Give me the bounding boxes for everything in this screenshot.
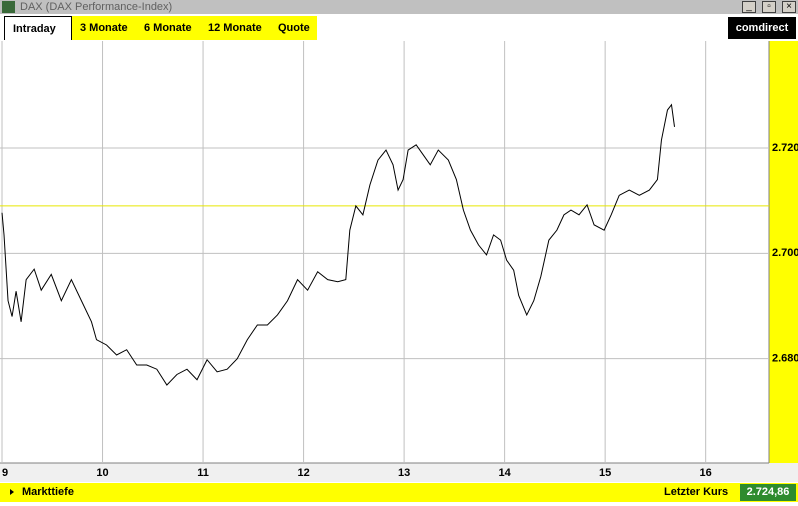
x-tick-label: 9 — [2, 467, 8, 479]
plot-area — [0, 41, 769, 463]
price-line — [1, 103, 676, 386]
window-title: DAX (DAX Performance-Index) — [20, 1, 173, 13]
minimize-button[interactable]: _ — [742, 1, 756, 13]
tab[interactable]: 12 Monate — [200, 16, 270, 40]
close-button[interactable]: × — [782, 1, 796, 13]
chart: 9 10 11 12 13 14 15 16 2.680 2.700 2.720 — [0, 41, 798, 482]
y-tick-label: 2.700 — [772, 247, 798, 259]
tab-bar: Intraday 3 Monate 6 Monate 12 Monate Quo… — [0, 14, 798, 42]
y-axis-panel — [769, 41, 798, 463]
restore-button[interactable]: ▫ — [762, 1, 776, 13]
x-tick-label: 11 — [197, 467, 209, 479]
expand-arrow — [10, 489, 14, 495]
tab[interactable]: Intraday — [4, 16, 72, 40]
market-depth-link[interactable]: Markttiefe — [22, 486, 74, 498]
x-tick-label: 15 — [599, 467, 611, 479]
y-tick-label: 2.720 — [772, 142, 798, 154]
last-price: 2.724,86 — [740, 484, 796, 501]
app-icon — [2, 1, 15, 13]
x-axis-panel — [0, 463, 798, 482]
status-bar: Markttiefe Letzter Kurs 2.724,86 — [0, 483, 798, 502]
tab[interactable]: 6 Monate — [136, 16, 200, 40]
x-tick-label: 14 — [498, 467, 511, 479]
tab[interactable]: Quote — [270, 16, 317, 40]
x-tick-label: 16 — [700, 467, 712, 479]
x-tick-label: 13 — [398, 467, 410, 479]
logo: comdirect — [728, 17, 796, 39]
tab[interactable]: 3 Monate — [72, 16, 136, 40]
y-tick-label: 2.680 — [772, 353, 798, 365]
x-tick-label: 10 — [96, 467, 108, 479]
title-bar: DAX (DAX Performance-Index) _ ▫ × — [0, 0, 798, 14]
last-price-label: Letzter Kurs — [664, 486, 729, 498]
x-tick-label: 12 — [297, 467, 309, 479]
